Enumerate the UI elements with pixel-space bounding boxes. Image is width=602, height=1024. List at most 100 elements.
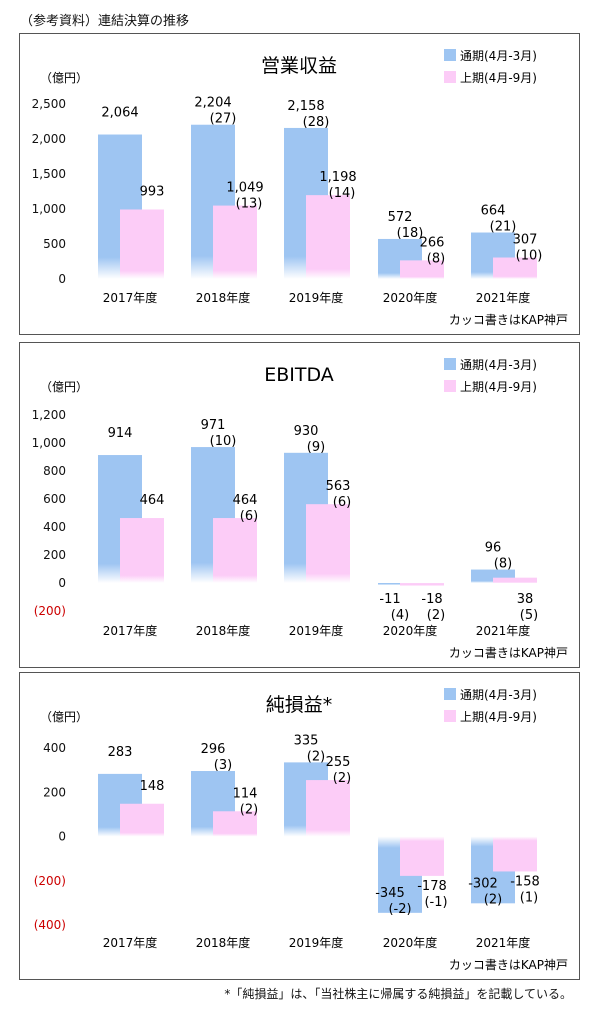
data-label-first-half: 307: [513, 233, 538, 248]
bar-first-half: [120, 803, 164, 837]
y-tick-label: (200): [34, 604, 66, 618]
kap-kobe-note: カッコ書きはKAP神戸: [449, 646, 568, 660]
x-category-label: 2020年度: [383, 290, 438, 305]
y-axis-unit-label: （億円）: [40, 71, 88, 85]
x-category-label: 2019年度: [289, 935, 344, 950]
footnote: *「純損益」は、「当社株主に帰属する純損益」を記載している。: [224, 987, 572, 1001]
data-label-first-half: 464: [233, 493, 258, 508]
y-tick-label: 0: [58, 830, 66, 844]
kap-kobe-note: カッコ書きはKAP神戸: [449, 313, 568, 327]
data-label-first-half: 114: [233, 786, 258, 801]
y-axis-unit-label: （億円）: [40, 710, 88, 724]
data-label-full-year-kap: (4): [391, 608, 409, 623]
data-label-full-year-kap: (8): [494, 557, 512, 572]
data-label-full-year: 2,158: [287, 99, 324, 114]
data-label-full-year-kap: (9): [307, 440, 325, 455]
x-category-label: 2021年度: [476, 935, 531, 950]
data-label-full-year: 2,064: [101, 106, 138, 121]
x-category-label: 2019年度: [289, 623, 344, 638]
data-label-full-year-kap: (10): [210, 434, 237, 449]
y-tick-label: 800: [43, 464, 66, 478]
page-title: （参考資料）連結決算の推移: [20, 14, 190, 29]
x-category-label: 2018年度: [196, 290, 251, 305]
data-label-first-half-kap: (2): [427, 608, 445, 623]
data-label-full-year: -302: [468, 876, 498, 891]
bar-first-half: [493, 577, 537, 583]
data-label-first-half: -158: [510, 874, 540, 889]
kap-kobe-note: カッコ書きはKAP神戸: [449, 958, 568, 972]
data-label-first-half-kap: (6): [333, 495, 351, 510]
data-label-full-year: 664: [481, 204, 506, 219]
data-label-first-half: 255: [326, 755, 351, 770]
bar-first-half: [400, 260, 444, 279]
bar-first-half: [493, 836, 537, 872]
data-label-full-year: 914: [108, 426, 133, 441]
bar-first-half: [213, 811, 257, 837]
x-category-label: 2021年度: [476, 290, 531, 305]
data-label-first-half: 1,049: [226, 181, 263, 196]
data-label-full-year: 335: [294, 733, 319, 748]
x-category-label: 2018年度: [196, 623, 251, 638]
bar-first-half: [213, 518, 257, 583]
legend-label-full-year: 通期(4月-3月): [460, 358, 537, 372]
data-label-first-half: -18: [421, 592, 442, 607]
legend-label-first-half: 上期(4月-9月): [460, 380, 537, 394]
data-label-full-year-kap: (27): [210, 112, 237, 127]
data-label-first-half-kap: (13): [236, 197, 263, 212]
data-label-full-year: 283: [108, 745, 133, 760]
legend-swatch-first-half: [444, 710, 456, 722]
bar-first-half: [213, 205, 257, 279]
data-label-first-half-kap: (6): [240, 509, 258, 524]
operating-revenue-panel: 営業収益 （億円） 通期(4月-3月) 上期(4月-9月) 2,500 2,000 1,50…: [19, 33, 580, 335]
net-income-panel: 純損益* （億円） 通期(4月-3月) 上期(4月-9月) 400 200 0 (200) (4…: [19, 672, 580, 980]
x-category-label: 2020年度: [383, 935, 438, 950]
data-label-full-year-kap: (2): [307, 749, 325, 764]
data-label-first-half: 1,198: [319, 170, 356, 185]
legend-swatch-full-year: [444, 358, 456, 370]
data-label-first-half-kap: (1): [520, 890, 538, 905]
net-income-chart: 純損益* （億円） 通期(4月-3月) 上期(4月-9月) 400 200 0 (200) (4…: [34, 688, 568, 972]
y-tick-label: (200): [34, 874, 66, 888]
data-label-first-half-kap: (8): [427, 251, 445, 266]
y-tick-label: 2,000: [32, 132, 66, 146]
data-label-full-year: -345: [375, 886, 405, 901]
x-category-label: 2017年度: [103, 623, 158, 638]
bar-first-half: [493, 257, 537, 279]
data-label-first-half: 993: [140, 184, 165, 199]
data-label-full-year-kap: (-2): [388, 902, 411, 917]
data-label-first-half-kap: (14): [329, 186, 356, 201]
x-category-label: 2017年度: [103, 290, 158, 305]
y-tick-label: 1,200: [32, 408, 66, 422]
data-label-first-half-kap: (5): [520, 608, 538, 623]
data-label-first-half: 266: [420, 235, 445, 250]
data-label-first-half: -178: [417, 879, 447, 894]
chart-title: 営業収益: [261, 55, 337, 77]
legend-label-full-year: 通期(4月-3月): [460, 688, 537, 702]
data-label-full-year-kap: (28): [303, 115, 330, 130]
legend-label-first-half: 上期(4月-9月): [460, 71, 537, 85]
y-tick-label: 600: [43, 492, 66, 506]
y-tick-label: 1,000: [32, 436, 66, 450]
legend-swatch-full-year: [444, 688, 456, 700]
bar-first-half: [400, 836, 444, 876]
data-label-first-half-kap: (2): [240, 802, 258, 817]
x-category-label: 2017年度: [103, 935, 158, 950]
data-label-first-half: 563: [326, 479, 351, 494]
y-tick-label: 200: [43, 785, 66, 799]
legend-label-first-half: 上期(4月-9月): [460, 710, 537, 724]
data-label-first-half: 148: [140, 779, 165, 794]
data-label-first-half: 38: [517, 592, 534, 607]
x-category-label: 2018年度: [196, 935, 251, 950]
data-label-first-half-kap: (10): [516, 249, 543, 264]
chart-title: 純損益*: [266, 694, 333, 716]
data-label-first-half: 464: [140, 493, 165, 508]
y-axis-unit-label: （億円）: [40, 380, 88, 394]
bar-first-half: [306, 780, 350, 837]
y-tick-label: 500: [43, 237, 66, 251]
data-label-full-year: 296: [201, 742, 226, 757]
y-tick-label: 400: [43, 520, 66, 534]
y-tick-label: 1,500: [32, 167, 66, 181]
x-category-label: 2019年度: [289, 290, 344, 305]
data-label-full-year: 572: [388, 210, 413, 225]
data-label-full-year: -11: [379, 592, 400, 607]
